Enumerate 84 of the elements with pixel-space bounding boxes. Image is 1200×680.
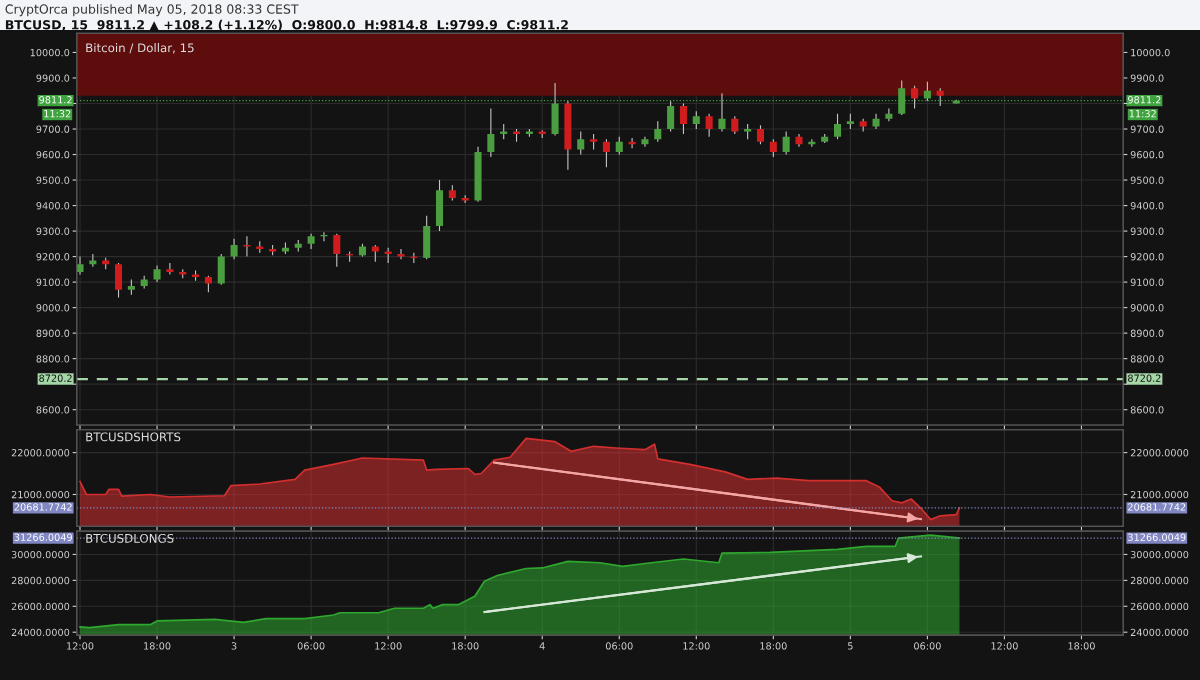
y2-tick-label: 9100.0: [1130, 278, 1164, 286]
y2-tick-label: 9900.0: [1130, 74, 1164, 82]
y-tick-label: 9100.0: [36, 278, 70, 286]
y2-tick-label: 9600.0: [1130, 151, 1164, 159]
y2-tick-label: 9300.0: [1130, 227, 1164, 235]
x-tick-label: 3: [231, 642, 237, 650]
y-tick-label: 8900.0: [36, 329, 70, 337]
chart-title: BTCUSDSHORTS: [86, 432, 181, 442]
text: 20681.7742: [14, 503, 72, 511]
y2-tick-label: 8900.0: [1130, 329, 1164, 337]
y-tick-label: 9400.0: [36, 202, 70, 210]
candlestick: [679, 102, 687, 135]
candlestick: [911, 85, 919, 110]
y-tick-label: 8600.0: [36, 406, 70, 414]
y2-tick-label: 21000.0000: [1130, 490, 1189, 499]
text: 9811.2: [39, 96, 72, 104]
candlestick: [834, 113, 842, 140]
y-tick-label: 22000.0000: [11, 449, 70, 457]
ref-line-label: 20681.7742: [1128, 503, 1186, 511]
candlestick: [397, 248, 405, 260]
x-tick-label: 4: [539, 642, 545, 650]
x-tick-label: 18:00: [760, 642, 787, 650]
y-tick-label: 8800.0: [36, 355, 70, 363]
y2-tick-label: 8600.0: [1130, 406, 1164, 414]
x-tick-label: 18:00: [144, 642, 171, 650]
ref-line-label: 9811.2: [1128, 96, 1161, 104]
candlestick: [641, 136, 649, 148]
candlestick: [487, 108, 495, 158]
y-tick-label: 9900.0: [36, 74, 70, 82]
y-tick-label: 9600.0: [36, 151, 70, 159]
x-tick-label: 5: [848, 642, 853, 650]
y2-tick-label: 9700.0: [1130, 125, 1164, 133]
y-tick-label: 9300.0: [36, 227, 70, 235]
candlestick: [667, 100, 675, 133]
y2-tick-label: 9000.0: [1130, 304, 1164, 312]
candlestick: [782, 131, 790, 156]
chart-title: BTCUSDLONGS: [86, 533, 174, 543]
candlestick: [577, 131, 585, 156]
y2-tick-label: 28000.0000: [1130, 576, 1189, 585]
y2-tick-label: 22000.0000: [1130, 449, 1189, 457]
text: Bitcoin / Dollar, 15: [86, 43, 194, 54]
y2-tick-label: 10000.0: [1131, 48, 1170, 57]
y-tick-label: 24000.0000: [11, 628, 70, 637]
x-tick-label: 06:00: [914, 642, 941, 650]
y2-tick-label: 9200.0: [1130, 253, 1164, 261]
y-tick-label: 28000.0000: [11, 576, 70, 585]
candlestick: [654, 120, 662, 143]
y-tick-label: 30000.0000: [11, 550, 70, 559]
candlestick: [885, 108, 893, 122]
x-tick-label: 12:00: [683, 642, 710, 650]
text: 31266.0049: [1128, 533, 1186, 541]
candlestick: [872, 113, 880, 130]
y-tick-label: 10000.0: [30, 48, 70, 57]
y2-tick-label: 26000.0000: [1130, 602, 1189, 611]
x-tick-label: 12:00: [375, 642, 402, 650]
text: 8720.2: [39, 374, 72, 382]
text: 11:32: [1129, 109, 1156, 118]
x-tick-label: 06:00: [297, 642, 325, 650]
text: 11:32: [44, 109, 71, 118]
candlestick: [602, 138, 610, 168]
candlestick: [230, 238, 238, 260]
candlestick: [756, 124, 765, 145]
x-tick-label: 06:00: [605, 642, 633, 650]
ref-line-label: 31266.0049: [14, 533, 72, 541]
y-tick-label: 9200.0: [36, 253, 70, 261]
text: CryptOrca published May 05, 2018 08:33 CEST: [5, 4, 299, 17]
y-tick-label: 9700.0: [36, 125, 70, 133]
y2-tick-label: 24000.0000: [1130, 628, 1189, 637]
y-tick-label: 26000.0000: [11, 602, 70, 611]
y-tick-label: 9500.0: [36, 176, 70, 184]
y-tick-label: 9000.0: [36, 304, 70, 312]
x-tick-label: 18:00: [452, 642, 479, 650]
x-tick-label: 12:00: [67, 642, 94, 650]
candlestick: [166, 262, 174, 276]
y2-tick-label: 30000.0000: [1130, 550, 1189, 559]
y-tick-label: 21000.0000: [11, 490, 70, 499]
candlestick: [705, 113, 713, 138]
x-tick-label: 12:00: [991, 642, 1018, 650]
candlestick: [333, 233, 341, 268]
y2-tick-label: 9400.0: [1130, 202, 1164, 210]
y2-tick-label: 9500.0: [1130, 176, 1164, 184]
y2-tick-label: 8800.0: [1130, 355, 1164, 363]
x-tick-label: 18:00: [1068, 642, 1095, 650]
ref-line-label: 8720.2: [1128, 374, 1161, 382]
